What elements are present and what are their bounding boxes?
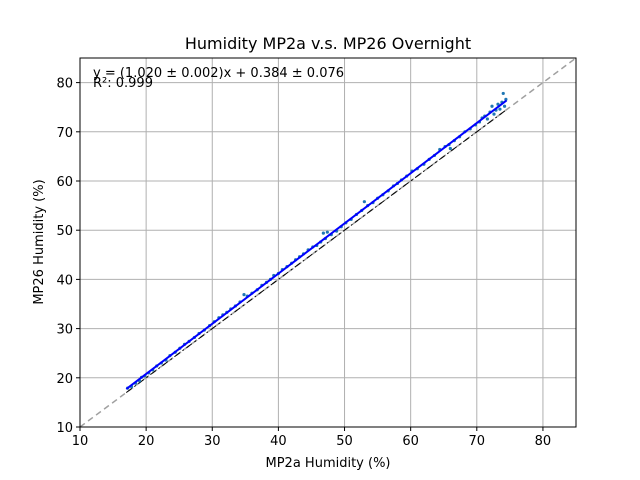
axis-ticks: 10 20 30 40 50 60 70 80 10 20 30 40 50 60 70 80 (56, 77, 551, 449)
data-points (125, 91, 508, 390)
data-point (448, 146, 452, 151)
data-point (362, 200, 366, 204)
fit-line (125, 99, 508, 390)
grid-lines (79, 58, 576, 428)
data-point (242, 293, 246, 297)
reference-line (125, 109, 507, 393)
data-point (501, 91, 505, 96)
y-tick-label: 80 (56, 77, 73, 92)
chart-title: Humidity MP2a v.s. MP26 Overnight (185, 34, 471, 53)
y-tick-label: 10 (56, 421, 73, 436)
data-point (504, 97, 508, 101)
line-layer (79, 57, 577, 428)
data-point (485, 117, 489, 121)
y-tick-label: 30 (56, 323, 73, 338)
y-tick-label: 70 (56, 126, 73, 141)
y-tick-label: 40 (56, 273, 73, 288)
y-axis-label: MP26 Humidity (%) (32, 179, 47, 304)
y-tick-label: 20 (56, 372, 73, 387)
data-point (502, 104, 507, 108)
x-tick-label: 80 (535, 434, 552, 449)
x-tick-label: 50 (336, 434, 353, 449)
x-tick-label: 40 (270, 434, 287, 449)
fit-equation-label: y = (1.020 ± 0.002)x + 0.384 ± 0.076 (93, 66, 344, 81)
y-tick-label: 50 (56, 224, 73, 239)
x-tick-label: 10 (72, 434, 89, 449)
plot-area-frame (79, 57, 577, 428)
x-tick-label: 60 (402, 434, 419, 449)
x-tick-label: 20 (138, 434, 155, 449)
x-axis-label: MP2a Humidity (%) (266, 456, 391, 471)
data-point (492, 112, 496, 116)
data-point (496, 102, 500, 106)
data-point (498, 107, 502, 111)
r-squared-label: R²: 0.999 (93, 76, 153, 91)
x-tick-label: 30 (204, 434, 221, 449)
data-point (490, 104, 494, 108)
y-tick-label: 60 (56, 175, 73, 190)
x-tick-label: 70 (469, 434, 486, 449)
data-point (325, 230, 329, 234)
data-point (321, 231, 325, 235)
